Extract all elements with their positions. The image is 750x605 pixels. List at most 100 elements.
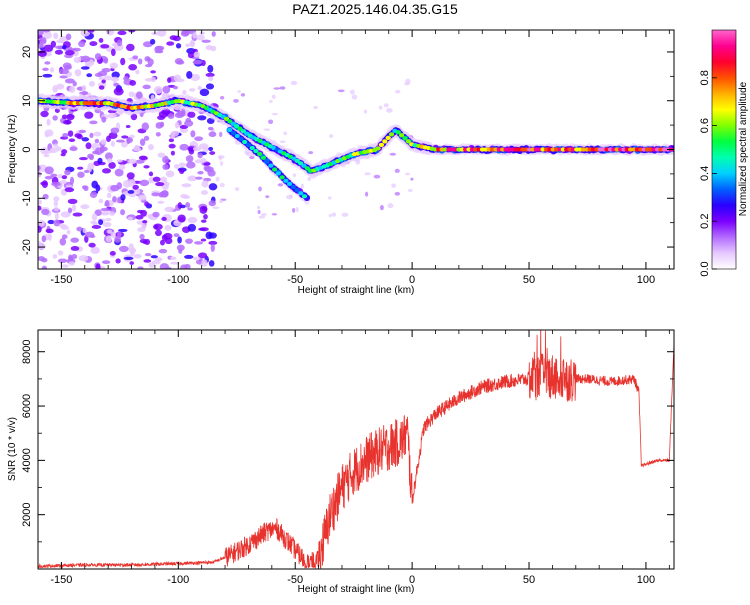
spectrogram-noise-cell (180, 204, 186, 209)
snr-series-line (38, 330, 674, 569)
spectrogram-noise-cell (187, 223, 197, 232)
spectrogram-noise-cell (89, 41, 98, 47)
spectrogram-noise-cell (143, 165, 150, 169)
x-tick-label: -150 (50, 274, 72, 286)
spectrogram-noise-cell (192, 256, 201, 261)
spectrogram-noise-cell (328, 213, 332, 218)
spectrogram-noise-cell (95, 184, 101, 192)
spectrogram-noise-cell (394, 168, 400, 173)
spectrogram-noise-cell (158, 110, 168, 119)
spectrogram-noise-cell (137, 266, 144, 269)
y-tick-label: 0 (21, 146, 33, 152)
spectrogram-noise-cell (64, 50, 75, 56)
spectrogram-noise-cell (187, 207, 193, 211)
spectrogram-noise-cell (194, 136, 204, 142)
spectrogram-noise-cell (62, 45, 67, 50)
spectrogram-noise-cell (405, 172, 410, 176)
spectrogram-noise-cell (185, 155, 194, 163)
spectrogram-noise-cell (107, 229, 113, 234)
spectrogram-noise-cell (410, 177, 414, 181)
spectrogram-noise-cell (134, 159, 145, 164)
spectrogram-noise-cell (65, 33, 72, 41)
spectrogram-noise-cell (195, 176, 203, 180)
spectrogram-noise-cell (98, 76, 105, 80)
spectrogram-noise-cell (192, 32, 198, 39)
spectrogram-noise-cell (38, 165, 41, 171)
spectrogram-noise-cell (167, 77, 172, 84)
spectrogram-noise-cell (123, 256, 134, 260)
spectrogram-peak-cell (290, 184, 296, 190)
spectrogram-noise-cell (135, 69, 140, 75)
spectrogram-noise-cell (203, 213, 208, 220)
spectrogram-noise-cell (271, 94, 276, 99)
spectrogram-noise-cell (69, 85, 76, 93)
spectrogram-noise-cell (79, 157, 88, 161)
spectrogram-noise-cell (126, 137, 134, 144)
spectrogram-noise-cell (91, 213, 98, 221)
x-tick-label: -100 (167, 274, 189, 286)
spectrogram-noise-cell (52, 254, 58, 259)
spectrogram-noise-cell (89, 120, 98, 125)
spectrogram-noise-cell (387, 203, 394, 209)
spectrogram-noise-cell (365, 191, 369, 197)
x-tick-label: 0 (409, 274, 415, 286)
spectrogram-noise-cell (133, 253, 142, 259)
spectrogram-noise-cell (42, 67, 49, 72)
spectrogram-noise-cell (69, 256, 74, 262)
spectrogram-noise-cell (394, 89, 401, 94)
spectrogram-noise-cell (185, 238, 193, 244)
spectrogram-noise-cell (80, 66, 90, 70)
spectrogram-noise-cell (57, 258, 68, 264)
spectrogram-noise-cell (155, 132, 161, 137)
spectrogram-noise-cell (114, 168, 124, 177)
spectrogram-noise-cell (44, 61, 51, 65)
y-tick-label: -20 (21, 239, 33, 255)
spectrogram-noise-cell (219, 95, 225, 100)
spectrogram-noise-cell (152, 176, 161, 182)
spectrogram-noise-cell (167, 113, 175, 120)
spectrogram-noise-cell (158, 248, 168, 254)
spectrogram-noise-cell (64, 169, 71, 176)
spectrogram-noise-cell (90, 246, 100, 255)
snr-y-axis: 2000 4000 6000 8000 (21, 339, 674, 543)
spectrogram-noise-cell (115, 139, 125, 143)
spectrogram-noise-cell (168, 138, 175, 143)
spectrogram-noise-cell (148, 171, 154, 177)
spectrogram-noise-cell (41, 257, 48, 263)
spectrogram-noise-cell (212, 206, 220, 210)
spectrogram-noise-cell (185, 202, 191, 208)
snr-y-label: SNR (10 * v/v) (7, 417, 18, 481)
spectrogram-noise-cell (181, 30, 188, 35)
spectrogram-noise-cell (51, 181, 61, 187)
spectrogram-noise-cell (383, 103, 389, 108)
spectrogram-noise-cell (88, 242, 96, 248)
spectrogram-noise-cell (109, 62, 119, 69)
spectrogram-noise-cell (150, 70, 156, 74)
spectrogram-noise-cell (178, 162, 187, 167)
spectrogram-noise-cell (100, 44, 110, 49)
x-tick-label: 0 (409, 574, 415, 586)
spectrogram-noise-cell (279, 140, 286, 144)
spectrogram-noise-cell (268, 119, 274, 125)
spectrogram-noise-cell (141, 223, 147, 230)
snr-x-axis: -150 -100 -50 0 50 100 (37, 330, 670, 586)
spectrogram-noise-cell (180, 193, 188, 199)
spectrogram-noise-cell (289, 194, 293, 198)
spectrogram-noise-cell (66, 113, 75, 121)
spectrogram-noise-cell (116, 182, 123, 190)
spectrogram-noise-cell (300, 183, 304, 189)
spectrogram-peak-cell (286, 181, 293, 186)
spectrogram-noise-cell (105, 235, 112, 243)
spectrogram-noise-cell (173, 74, 182, 82)
spectrogram-noise-cell (201, 180, 209, 188)
spectrogram-noise-cell (142, 84, 151, 90)
spectrogram-noise-cell (91, 225, 102, 229)
spectrogram-noise-cell (394, 191, 401, 196)
spectrogram-noise-cell (81, 137, 90, 142)
spectrogram-noise-cell (98, 219, 104, 226)
spectrogram-noise-cell (257, 209, 261, 215)
spectrogram-peak-cell (223, 116, 230, 121)
spectrogram-noise-cell (38, 173, 42, 178)
spectrogram-noise-cell (60, 211, 71, 218)
spectrogram-noise-cell (179, 168, 185, 174)
